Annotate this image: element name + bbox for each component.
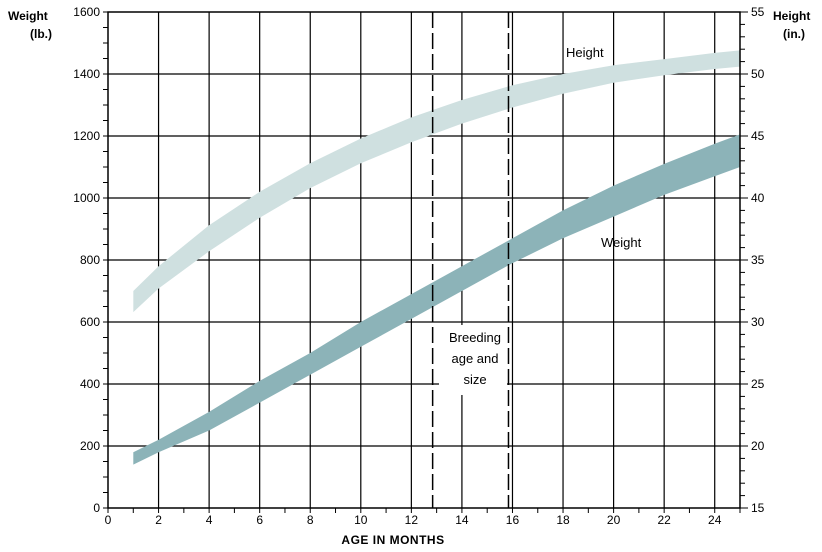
x-axis-title: AGE IN MONTHS bbox=[341, 533, 444, 547]
breeding-label-line2: age and bbox=[452, 351, 499, 366]
y-left-title-line1: Weight bbox=[8, 9, 48, 23]
y-right-tick-label: 35 bbox=[751, 253, 765, 267]
y-right-title-line2: (in.) bbox=[783, 27, 805, 41]
y-left-title-line2: (lb.) bbox=[30, 27, 52, 41]
y-right-tick-label: 25 bbox=[751, 377, 765, 391]
x-tick-label: 2 bbox=[155, 513, 162, 527]
breeding-label-line1: Breeding bbox=[449, 330, 501, 345]
y-left-tick-label: 600 bbox=[80, 315, 100, 329]
grid bbox=[108, 12, 740, 508]
x-tick-label: 4 bbox=[206, 513, 213, 527]
reference-lines bbox=[431, 12, 510, 508]
x-tick-label: 6 bbox=[256, 513, 263, 527]
series-band-weight bbox=[133, 134, 741, 465]
x-tick-label: 12 bbox=[405, 513, 419, 527]
x-tick-label: 22 bbox=[657, 513, 671, 527]
breeding-label-bg bbox=[439, 325, 507, 395]
tick-marks bbox=[103, 11, 748, 513]
y-left-tick-label: 1400 bbox=[73, 67, 100, 81]
x-tick-label: 24 bbox=[708, 513, 722, 527]
x-tick-label: 16 bbox=[506, 513, 520, 527]
x-tick-label: 14 bbox=[455, 513, 469, 527]
y-left-tick-label: 1600 bbox=[73, 5, 100, 19]
y-right-tick-label: 20 bbox=[751, 439, 765, 453]
y-right-title-line1: Height bbox=[773, 9, 810, 23]
y-right-tick-label: 30 bbox=[751, 315, 765, 329]
x-tick-label: 10 bbox=[354, 513, 368, 527]
weight-label: Weight bbox=[601, 235, 642, 250]
tick-labels: 0 2 4 6 8 10 12 14 16 18 20 22 240200400600800100012… bbox=[73, 5, 764, 527]
y-left-tick-label: 1000 bbox=[73, 191, 100, 205]
y-left-tick-label: 400 bbox=[80, 377, 100, 391]
height-label: Height bbox=[566, 45, 604, 60]
y-right-tick-label: 45 bbox=[751, 129, 765, 143]
y-right-tick-label: 50 bbox=[751, 67, 765, 81]
y-left-tick-label: 0 bbox=[93, 501, 100, 515]
y-right-tick-label: 40 bbox=[751, 191, 765, 205]
y-left-tick-label: 800 bbox=[80, 253, 100, 267]
y-right-tick-label: 15 bbox=[751, 501, 765, 515]
y-left-tick-label: 1200 bbox=[73, 129, 100, 143]
y-right-tick-label: 55 bbox=[751, 5, 765, 19]
y-left-tick-label: 200 bbox=[80, 439, 100, 453]
x-tick-label: 20 bbox=[607, 513, 621, 527]
x-tick-label: 18 bbox=[556, 513, 570, 527]
x-tick-label: 8 bbox=[307, 513, 314, 527]
x-tick-label: 0 bbox=[105, 513, 112, 527]
breeding-label-line3: size bbox=[463, 372, 486, 387]
